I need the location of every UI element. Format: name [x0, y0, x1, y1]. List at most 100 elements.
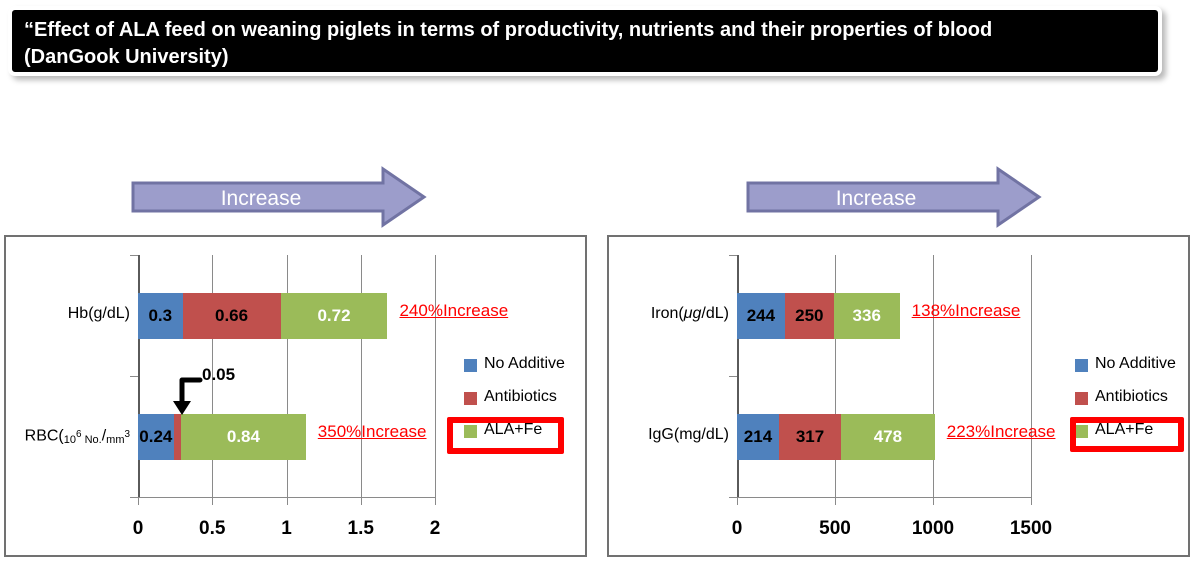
x-axis-tick-label: 0 [731, 518, 743, 539]
gridline [360, 255, 362, 497]
x-axis-tick-label: 1 [281, 518, 292, 539]
increase-arrow-left: Increase [131, 166, 427, 228]
category-label-part: RBC( [24, 426, 64, 444]
percent-increase-callout: 240%Increase [399, 300, 509, 320]
gridline [286, 255, 288, 497]
x-axis-tick-label: 1.5 [347, 518, 374, 539]
x-axis-tick [435, 497, 436, 505]
bar-segment-antibiotics: 317 [778, 413, 842, 460]
category-label-part: 3 [124, 428, 130, 440]
increase-arrow-label: Increase [221, 187, 302, 210]
x-axis-tick [737, 497, 738, 505]
category-label-part: μg [683, 304, 702, 322]
percent-increase-callout: 350%Increase [317, 421, 427, 441]
category-axis-tick [130, 255, 138, 256]
category-axis-tick [130, 497, 138, 498]
category-axis-tick [130, 376, 138, 377]
category-axis-tick [729, 497, 737, 498]
bar-segment-ala-fe: 336 [833, 292, 900, 339]
gridline [435, 255, 436, 497]
bar-value-label: 250 [795, 305, 824, 325]
category-label-part: IgG(mg/dL) [648, 425, 729, 443]
x-axis-tick-label: 0.5 [199, 518, 226, 539]
annotation-bent-arrow [173, 377, 203, 415]
x-axis-tick [138, 497, 139, 505]
bar-segment-ala-fe: 0.84 [181, 413, 306, 460]
category-axis-line [737, 255, 739, 497]
slide-title: “Effect of ALA feed on weaning piglets i… [8, 6, 1162, 76]
category-label: IgG(mg/dL) [613, 426, 729, 444]
legend-label: No Additive [1095, 355, 1176, 372]
value-axis-line [737, 497, 1031, 498]
category-label-part: Iron( [650, 304, 684, 322]
bar-segment-ala-fe: 478 [841, 413, 935, 460]
x-axis-tick-label: 2 [429, 518, 441, 539]
legend-label: ALA+Fe [1095, 421, 1154, 438]
gridline [1031, 255, 1032, 497]
bar-segment-no-additive: 214 [737, 413, 779, 460]
category-label-part: 10 [63, 433, 76, 446]
block-arrow-shape [746, 166, 1042, 228]
bar-value-label: 317 [795, 426, 825, 446]
category-label-part: Hb(g/dL) [67, 304, 130, 322]
legend-label: No Additive [484, 355, 565, 372]
x-axis-tick [835, 497, 836, 505]
category-label: Iron(μg/dL) [613, 305, 729, 323]
x-axis-tick [1031, 497, 1032, 505]
iron-igg-chart: 0 500 1000 1500 244 250 336 Iron(μg/dL) 138%Incr… [607, 235, 1190, 557]
x-axis-tick-label: 0 [132, 518, 144, 539]
increase-arrow-label: Increase [836, 187, 917, 210]
blood-count-chart: 0 0.5 1 1.5 2 0.3 0.66 0.72 Hb(g/dL) 240%Increase… [4, 235, 587, 557]
x-axis-tick-label: 500 [819, 518, 851, 539]
legend-marker-antibiotics [1075, 392, 1088, 405]
bar-value-label: 478 [873, 426, 903, 446]
percent-increase-callout: 138%Increase [911, 300, 1021, 320]
category-label: Hb(g/dL) [10, 305, 130, 323]
bar-value-label: 0.72 [317, 305, 351, 325]
legend-marker-ala-fe [464, 425, 477, 438]
slide-title-line1: “Effect of ALA feed on weaning piglets i… [24, 19, 993, 41]
block-arrow-shape [131, 166, 427, 228]
x-axis-tick [933, 497, 934, 505]
x-axis-tick-label: 1500 [1009, 518, 1053, 539]
slide-title-line2: (DanGook University) [24, 46, 229, 68]
x-axis-tick-label: 1000 [911, 518, 955, 539]
value-axis-line [138, 497, 435, 498]
legend-marker-ala-fe [1075, 425, 1088, 438]
legend-label: Antibiotics [484, 388, 557, 405]
bar-value-label: 0.3 [148, 305, 173, 325]
gridline [835, 255, 836, 497]
x-axis-tick [360, 497, 362, 505]
increase-arrow-right: Increase [746, 166, 1042, 228]
category-label-part: / [101, 426, 107, 444]
legend-marker-no-additive [1075, 359, 1088, 372]
bar-segment-no-additive: 0.3 [138, 292, 183, 339]
bar-value-label: 0.24 [139, 426, 173, 446]
ala-fe-highlight-box [1070, 417, 1184, 452]
category-label: RBC(106 No./mm3 [10, 426, 130, 446]
x-axis-tick [212, 497, 214, 505]
category-label-part: /dL) [701, 304, 729, 322]
bar-segment-antibiotics: 0.66 [182, 292, 281, 339]
bar-value-label: 336 [852, 305, 881, 325]
bar-value-label: 0.84 [226, 426, 260, 446]
bar-segment-ala-fe: 0.72 [280, 292, 388, 339]
bar-value-label: 214 [743, 426, 773, 446]
bar-value-label: 244 [746, 305, 776, 325]
category-label-part: mm [106, 433, 125, 446]
gridline [933, 255, 934, 497]
category-axis-line [138, 255, 140, 497]
percent-increase-callout: 223%Increase [946, 421, 1056, 441]
legend-label: ALA+Fe [484, 421, 543, 438]
category-label-part: 6 [76, 428, 82, 440]
bar-segment-no-additive: 0.24 [138, 413, 174, 460]
legend-marker-no-additive [464, 359, 477, 372]
gridline [212, 255, 214, 497]
category-axis-tick [729, 376, 737, 377]
bar-segment-antibiotics: 250 [784, 292, 834, 339]
category-axis-tick [729, 255, 737, 256]
legend-label: Antibiotics [1095, 388, 1168, 405]
x-axis-tick [286, 497, 288, 505]
bar-segment-no-additive: 244 [737, 292, 785, 339]
